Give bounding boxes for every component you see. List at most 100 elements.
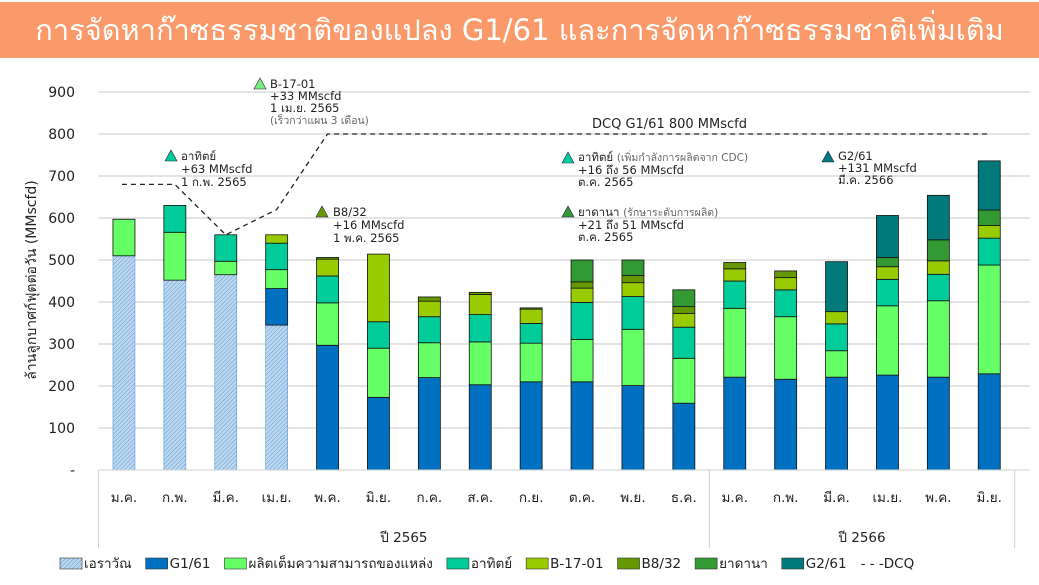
legend-label: ยาดานา xyxy=(719,556,768,572)
y-tick-label: 900 xyxy=(48,85,75,101)
svg-text:(เร็วกว่าแผน 3 เดือน): (เร็วกว่าแผน 3 เดือน) xyxy=(270,113,369,127)
bar-segment xyxy=(316,258,339,277)
bar-segment xyxy=(621,259,645,276)
bar-segment xyxy=(570,259,594,283)
triangle-marker-icon xyxy=(164,149,178,162)
x-tick-label: ก.ย. xyxy=(519,490,544,506)
svg-text:มี.ค. 2566: มี.ค. 2566 xyxy=(838,173,894,187)
legend-label: ผลิตเต็มความสามารถของแหล่ง xyxy=(248,554,432,572)
y-tick-label: 500 xyxy=(48,253,75,269)
bar-segment xyxy=(621,296,645,330)
bar-segment xyxy=(367,321,390,349)
legend-label: G2/61 xyxy=(806,556,847,572)
svg-text:+63 MMscfd: +63 MMscfd xyxy=(181,162,252,176)
legend-swatch xyxy=(59,557,83,570)
bar-segment xyxy=(774,270,798,279)
x-axis: ม.ค. ก.พ. มี.ค. เม.ย. พ.ค. มิ.ย. ก.ค. ส.ค. ก.ย. ต… xyxy=(98,469,1030,548)
legend-label: อาทิตย์ xyxy=(471,555,512,572)
bar-segment xyxy=(672,402,696,471)
bar-segment xyxy=(876,257,899,268)
bar-segment xyxy=(265,234,289,244)
svg-text:1 ก.พ. 2565: 1 ก.พ. 2565 xyxy=(181,175,247,189)
legend-swatch xyxy=(224,557,247,570)
bar-segment xyxy=(214,274,238,471)
bar-segment xyxy=(672,289,696,308)
x-tick-label: พ.ย. xyxy=(620,490,645,506)
bar-segment xyxy=(825,323,848,352)
svg-text:+16 ถึง 56 MMscfd: +16 ถึง 56 MMscfd xyxy=(578,163,684,177)
bar-segment xyxy=(519,308,543,324)
bar-segment xyxy=(519,342,543,383)
x-tick-label: มี.ค. xyxy=(823,490,850,506)
x-tick-label: มิ.ย. xyxy=(366,490,391,506)
bar-segment xyxy=(723,307,747,378)
legend-label: เอราวัณ xyxy=(84,556,132,572)
y-tick-label: 400 xyxy=(48,295,75,311)
legend-label: G1/61 xyxy=(170,556,211,572)
y-tick-label: 800 xyxy=(48,127,75,143)
bar-segment xyxy=(926,273,950,302)
bar-segment xyxy=(417,316,441,344)
legend-swatch xyxy=(617,557,640,570)
y-tick-label: 200 xyxy=(48,379,75,395)
bars xyxy=(112,160,1001,471)
bar-segment xyxy=(825,261,848,313)
bar-segment xyxy=(417,300,441,318)
x-tick-label: พ.ค. xyxy=(925,490,952,506)
bar-segment xyxy=(977,373,1001,471)
bar-segment xyxy=(672,312,696,328)
y-axis-label: ล้านลูกบาศก์ฟุตต่อวัน (MMscfd) xyxy=(23,180,40,379)
bar-segment xyxy=(977,225,1001,239)
legend-swatch xyxy=(525,557,549,570)
bar-segment xyxy=(265,269,289,289)
bar-segment xyxy=(672,326,696,359)
bar-segment xyxy=(825,376,848,471)
bar-segment xyxy=(316,275,339,304)
x-tick-label: มิ.ย. xyxy=(977,490,1002,506)
y-tick-label: 700 xyxy=(48,169,75,185)
x-tick-label: ธ.ค. xyxy=(671,490,697,506)
bar-segment xyxy=(621,282,645,297)
bar-segment xyxy=(977,264,1001,375)
annotation-arthit-cdc: อาทิตย์ (เพิ่มกำลังการผลิตจาก CDC) +16 ถ… xyxy=(561,150,748,189)
bar-segment xyxy=(926,239,950,262)
annotation-yadana: ยาดานา (รักษาระดับการผลิต) +21 ถึง 51 MM… xyxy=(561,205,718,244)
bar-segment xyxy=(316,257,339,260)
bar-segment xyxy=(519,381,543,471)
triangle-marker-icon xyxy=(315,205,329,218)
x-tick-label: ก.ค. xyxy=(416,490,442,506)
bar-segment xyxy=(519,323,543,344)
bar-segment xyxy=(367,253,390,323)
annotation-b8: B8/32 +16 MMscfd 1 พ.ค. 2565 xyxy=(315,205,404,245)
bar-segment xyxy=(570,302,594,340)
svg-text:อาทิตย์: อาทิตย์ xyxy=(181,149,216,163)
bar-segment xyxy=(774,289,798,318)
x-tick-label: เม.ย. xyxy=(262,490,292,506)
triangle-marker-icon xyxy=(253,77,267,90)
annotation-dcq: DCQ G1/61 800 MMscfd xyxy=(592,117,747,132)
bar-segment xyxy=(876,215,899,258)
bar-segment xyxy=(926,260,950,275)
svg-text:+33 MMscfd: +33 MMscfd xyxy=(270,89,341,103)
svg-text:+16 MMscfd: +16 MMscfd xyxy=(333,218,404,232)
y-tick-label: 300 xyxy=(48,337,75,353)
bar-segment xyxy=(316,344,339,471)
bar-segment xyxy=(774,378,798,471)
bar-segment xyxy=(112,255,136,471)
bar-segment xyxy=(265,324,288,471)
bar-segment xyxy=(570,381,594,471)
bar-segment xyxy=(570,287,594,303)
bar-segment xyxy=(570,338,594,383)
bar-segment xyxy=(723,268,747,282)
bar-segment xyxy=(774,277,798,291)
bar-segment xyxy=(468,341,492,386)
legend-swatch xyxy=(694,557,718,570)
bar-segment xyxy=(672,306,696,314)
svg-text:1 เม.ย. 2565: 1 เม.ย. 2565 xyxy=(270,101,339,115)
x-tick-label: ก.พ. xyxy=(773,490,799,506)
svg-text:B-17-01: B-17-01 xyxy=(270,77,315,91)
bar-segment xyxy=(723,376,747,471)
x-tick-label: ก.พ. xyxy=(162,490,188,506)
legend-swatch xyxy=(145,557,168,570)
